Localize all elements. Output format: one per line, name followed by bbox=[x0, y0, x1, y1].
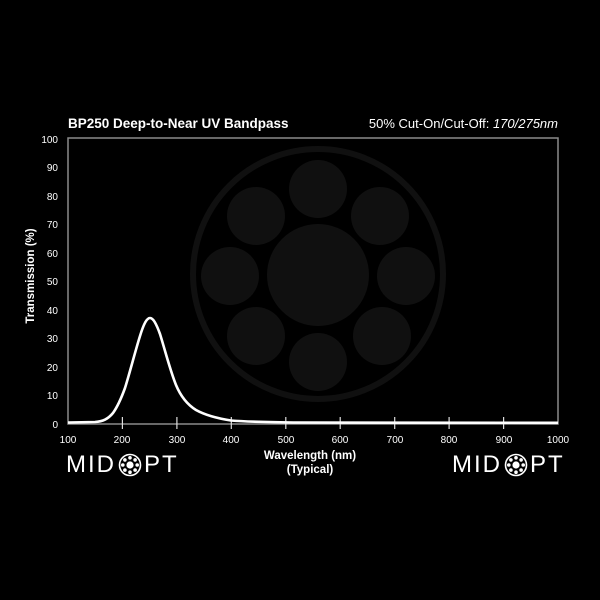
chart-subtitle: 50% Cut-On/Cut-Off: 170/275nm bbox=[369, 116, 558, 131]
x-tick-label: 800 bbox=[440, 435, 458, 446]
y-tick-label: 40 bbox=[46, 306, 58, 317]
x-tick-label: 1000 bbox=[546, 435, 570, 446]
logo-text-right: PT bbox=[530, 451, 565, 478]
x-tick-label: 600 bbox=[331, 435, 349, 446]
logo-text-left: MID bbox=[66, 451, 116, 478]
midopt-logo-left: MID PT bbox=[66, 451, 179, 479]
y-tick-label: 20 bbox=[46, 363, 58, 374]
transmission-curve bbox=[67, 316, 559, 425]
y-tick-label: 10 bbox=[46, 391, 58, 402]
x-tick-label: 200 bbox=[113, 435, 131, 446]
cutoff-values: 170/275nm bbox=[492, 116, 558, 131]
y-tick-label: 80 bbox=[46, 192, 58, 203]
x-tick-label: 300 bbox=[168, 435, 186, 446]
x-tick-label: 700 bbox=[386, 435, 404, 446]
logo-text-right: PT bbox=[144, 451, 179, 478]
logo-text-left: MID bbox=[452, 451, 502, 478]
midopt-logo-right: MID PT bbox=[452, 451, 565, 479]
x-tick-label: 500 bbox=[277, 435, 295, 446]
y-tick-label: 0 bbox=[52, 420, 58, 431]
x-tick-label: 400 bbox=[222, 435, 240, 446]
chart-title: BP250 Deep-to-Near UV Bandpass bbox=[68, 116, 289, 131]
x-tick-label: 900 bbox=[495, 435, 513, 446]
midopt-lens-icon bbox=[504, 453, 528, 477]
x-axis-label: Wavelength (nm) (Typical) bbox=[240, 449, 380, 477]
x-tick-label: 100 bbox=[59, 435, 77, 446]
x-axis-label-line1: Wavelength (nm) bbox=[263, 450, 357, 462]
midopt-lens-icon bbox=[118, 453, 142, 477]
y-tick-label: 90 bbox=[46, 163, 58, 174]
y-tick-label: 70 bbox=[46, 220, 58, 231]
y-tick-label: 50 bbox=[46, 277, 58, 288]
y-tick-label: 100 bbox=[41, 135, 58, 146]
y-tick-label: 30 bbox=[46, 334, 58, 345]
y-tick-label: 60 bbox=[46, 249, 58, 260]
watermark-logo-icon bbox=[190, 146, 446, 402]
subtitle-prefix: 50% Cut-On/Cut-Off: bbox=[368, 116, 493, 131]
plot-frame bbox=[67, 137, 559, 425]
x-axis-label-line2: (Typical) bbox=[286, 464, 334, 476]
